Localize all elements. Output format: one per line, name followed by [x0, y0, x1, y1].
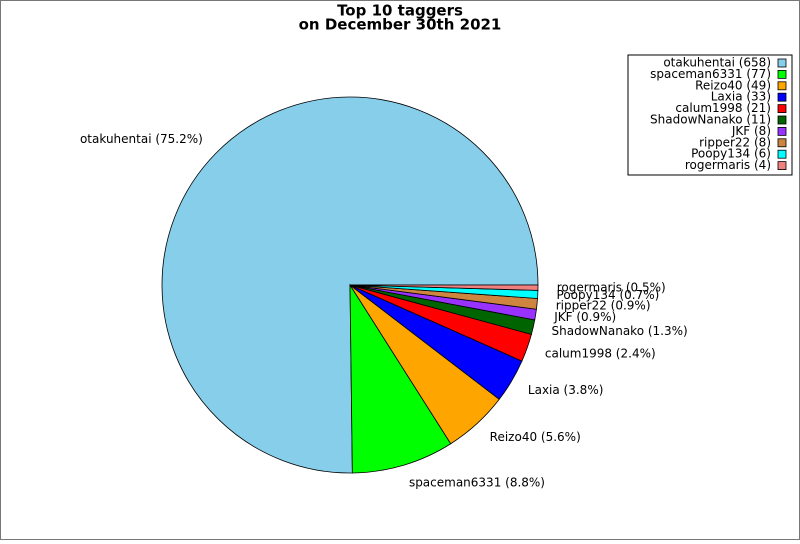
legend-label: rogermaris (4) [685, 158, 771, 172]
legend-swatch [777, 58, 787, 68]
legend-label: ripper22 (8) [699, 135, 771, 149]
legend-label: JKF (8) [731, 124, 771, 138]
legend-label: Reizo40 (49) [695, 78, 771, 92]
legend-label: calum1998 (21) [675, 101, 771, 115]
slice-label: JKF (0.9%) [553, 310, 616, 324]
legend-label: otakuhentai (658) [663, 56, 771, 70]
slice-label: Reizo40 (5.6%) [490, 430, 581, 444]
legend-label: spaceman6331 (77) [650, 67, 771, 81]
pie-slice [349, 283, 452, 474]
legend-label: Poopy134 (6) [691, 147, 771, 161]
slice-label: Poopy134 (0.7%) [557, 288, 660, 302]
slice-label: spaceman6331 (8.8%) [409, 476, 545, 490]
legend-swatch [777, 92, 787, 102]
slice-label: ShadowNanako (1.3%) [552, 324, 688, 338]
legend-swatch [777, 81, 787, 91]
legend-swatch [777, 70, 787, 79]
legend-swatch [777, 161, 787, 171]
pie-slice [349, 284, 539, 291]
legend-box [627, 54, 793, 176]
chart-subtitle: on December 30th 2021 [299, 16, 502, 34]
legend-swatch [777, 127, 787, 136]
slice-label: otakuhentai (75.2%) [80, 132, 203, 146]
legend-swatch [777, 104, 787, 113]
legend-label: Laxia (33) [711, 90, 771, 104]
slice-label: rogermaris (0.5%) [557, 280, 666, 294]
legend-label: ShadowNanako (11) [650, 113, 771, 127]
slice-label: Laxia (3.8%) [528, 383, 604, 397]
legend-swatch [777, 115, 787, 125]
chart-title: Top 10 taggers [337, 2, 463, 20]
legend-swatch [777, 149, 787, 159]
legend-swatch [777, 138, 787, 148]
slice-label: ripper22 (0.9%) [556, 298, 651, 312]
slice-label: calum1998 (2.4%) [545, 347, 656, 361]
